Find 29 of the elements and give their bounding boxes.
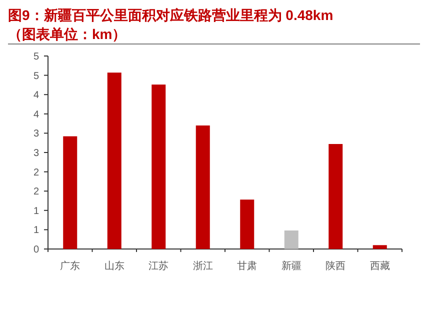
x-tick-label: 西藏	[370, 260, 390, 272]
x-tick-label: 江苏	[148, 260, 169, 272]
x-tick-label: 山东	[104, 260, 124, 272]
bar	[152, 84, 166, 249]
bar	[107, 72, 122, 249]
y-tick-label: 1	[33, 206, 40, 217]
x-tick-label: 浙江	[192, 260, 213, 272]
x-tick-label: 广东	[60, 260, 80, 272]
y-tick-label: 4	[33, 109, 40, 120]
bar	[196, 125, 210, 249]
x-tick-label: 陕西	[326, 260, 346, 272]
bar	[240, 200, 254, 249]
y-tick-label: 2	[33, 186, 40, 198]
y-tick-label: 4	[33, 90, 40, 102]
x-tick-label: 新疆	[281, 260, 302, 272]
bar	[63, 136, 78, 249]
y-tick-label: 5	[33, 52, 40, 62]
bar	[328, 144, 343, 249]
y-tick-label: 5	[33, 70, 40, 82]
bar	[284, 230, 298, 249]
y-tick-label: 2	[33, 167, 40, 178]
x-tick-label: 甘肃	[237, 260, 258, 272]
y-tick-label: 0	[33, 244, 40, 256]
y-tick-label: 3	[33, 148, 40, 159]
chart-subtitle: （图表单位：km）	[8, 26, 126, 42]
bar	[372, 245, 387, 249]
chart-title: 图9：新疆百平公里面积对应铁路营业里程为 0.48km	[8, 7, 334, 23]
y-tick-label: 1	[33, 225, 40, 236]
y-tick-label: 3	[33, 128, 40, 140]
